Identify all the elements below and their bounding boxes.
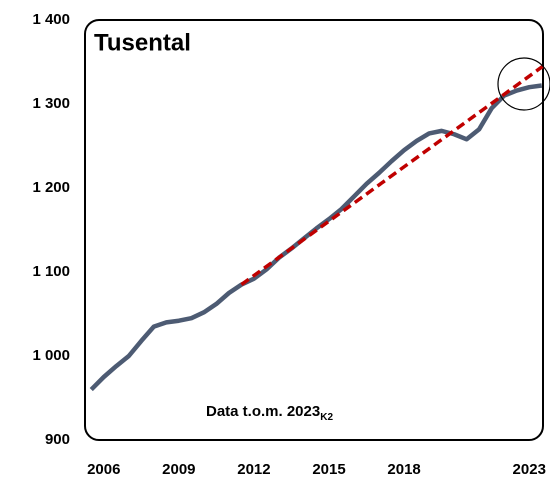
chart-title: Tusental: [94, 29, 191, 56]
data-line: [89, 83, 543, 392]
highlight-circle: [497, 57, 550, 111]
x-tick-label: 2018: [387, 461, 420, 478]
annotation-subscript: K2: [320, 412, 333, 423]
y-tick-label: 1 100: [32, 263, 70, 280]
x-tick-label: 2006: [87, 461, 120, 478]
x-tick-label: 2009: [162, 461, 195, 478]
y-tick-label: 1 300: [32, 95, 70, 112]
x-tick-label: 2012: [237, 461, 270, 478]
annotation-text: Data t.o.m. 2023: [206, 403, 320, 420]
y-tick-label: 1 400: [32, 11, 70, 28]
y-tick-label: 1 000: [32, 347, 70, 364]
plot-frame: [84, 19, 544, 441]
annotation: Data t.o.m. 2023K2: [206, 403, 333, 423]
x-tick-label: 2023: [513, 461, 546, 478]
y-tick-label: 1 200: [32, 179, 70, 196]
plot-area: 900 1 000 1 100 1 200 1 300 1 400 2006 2009 2012…: [32, 11, 545, 478]
y-tick-label: 900: [45, 431, 70, 448]
x-tick-label: 2015: [312, 461, 345, 478]
trend-line: [240, 64, 545, 287]
